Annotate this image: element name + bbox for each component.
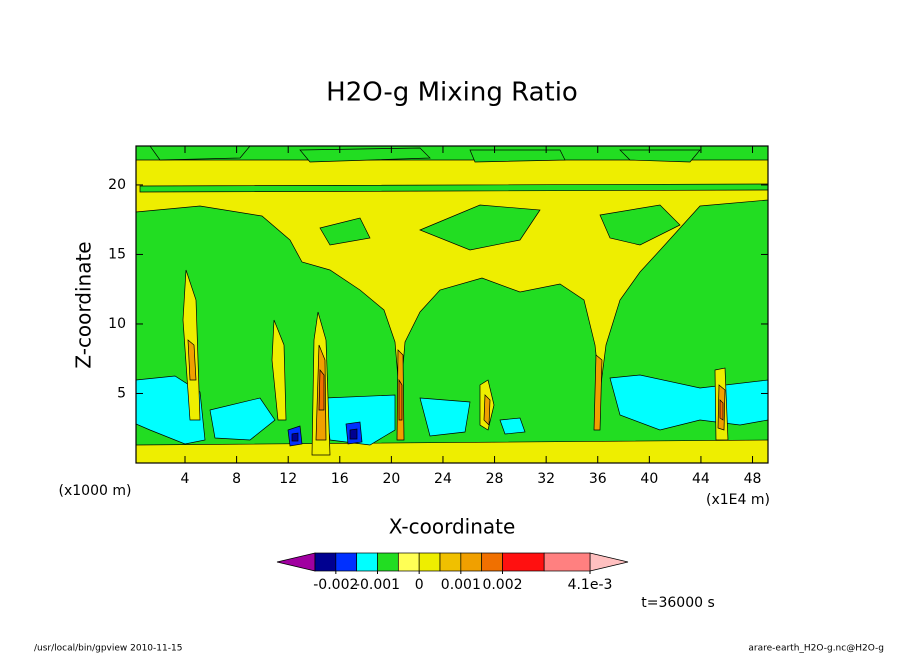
colorbar-box (377, 552, 399, 572)
colorbar-under (276, 552, 316, 572)
colorbar-tick-label: 0.001 (441, 577, 481, 593)
y-tick-label: 20 (108, 177, 126, 193)
y-unit-label: (x1000 m) (59, 483, 132, 499)
x-tick-label: 32 (537, 471, 555, 487)
plot-frame (135, 145, 769, 464)
colorbar-tick-label: -0.001 (355, 577, 400, 593)
colorbar-box (356, 552, 378, 572)
colorbar-tick-label: 0 (415, 577, 424, 593)
colorbar-box (543, 552, 591, 572)
x-tick-label: 8 (232, 471, 241, 487)
y-tick-label: 10 (108, 316, 126, 332)
x-tick-label: 48 (744, 471, 762, 487)
colorbar-box (502, 552, 545, 572)
colorbar-tick-label: 4.1e-3 (568, 577, 613, 593)
footer-left: /usr/local/bin/gpview 2010-11-15 (34, 644, 182, 654)
x-unit-label: (x1E4 m) (706, 492, 770, 508)
colorbar-over (589, 552, 629, 572)
x-tick-label: 4 (181, 471, 190, 487)
colorbar-box (397, 552, 420, 572)
colorbar-box (335, 552, 358, 572)
colorbar-box (481, 552, 503, 572)
y-axis-label: Z-coordinate (72, 241, 96, 368)
y-tick-label: 5 (117, 385, 126, 401)
colorbar-tick-label: 0.002 (482, 577, 522, 593)
x-tick-label: 40 (640, 471, 658, 487)
x-tick-label: 44 (692, 471, 710, 487)
x-axis-label: X-coordinate (389, 515, 516, 539)
chart-title: H2O-g Mixing Ratio (326, 78, 578, 108)
colorbar-box (439, 552, 462, 572)
x-tick-label: 16 (331, 471, 349, 487)
colorbar-box (460, 552, 483, 572)
time-label: t=36000 s (641, 595, 715, 611)
x-tick-label: 12 (279, 471, 297, 487)
footer-right: arare-earth_H2O-g.nc@H2O-g (748, 644, 884, 654)
colorbar-tick-label: -0.002 (313, 577, 358, 593)
colorbar-box (418, 552, 441, 572)
x-tick-label: 20 (382, 471, 400, 487)
contour-field (136, 146, 768, 463)
colorbar-box (314, 552, 337, 572)
x-tick-label: 36 (589, 471, 607, 487)
x-tick-label: 24 (434, 471, 452, 487)
y-tick-label: 15 (108, 246, 126, 262)
x-tick-label: 28 (486, 471, 504, 487)
